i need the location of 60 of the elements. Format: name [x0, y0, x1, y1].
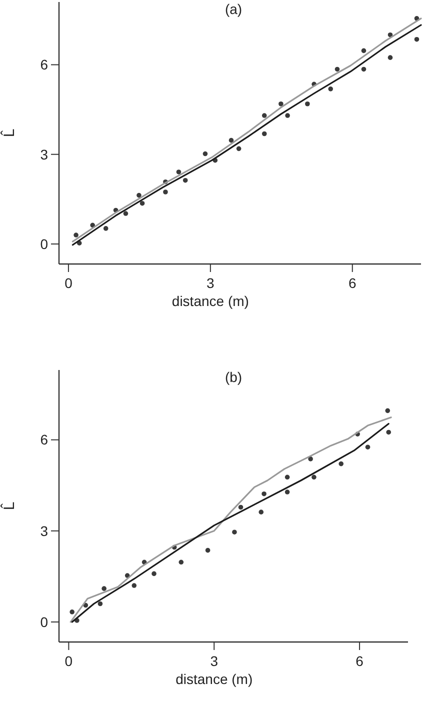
y-tick-label: 6	[40, 432, 48, 448]
point	[123, 211, 128, 216]
point	[228, 138, 234, 143]
x-tick-label: 6	[348, 275, 356, 291]
point	[136, 192, 142, 198]
point	[278, 101, 284, 106]
y-tick-label: 3	[40, 522, 48, 539]
point	[262, 113, 267, 118]
y-tick-label: 0	[40, 236, 48, 252]
point	[258, 510, 264, 514]
point	[90, 222, 95, 228]
point	[70, 610, 74, 614]
point	[365, 444, 370, 450]
x-tick-label: 0	[64, 275, 73, 291]
point	[182, 178, 188, 183]
point	[284, 490, 290, 494]
point	[284, 474, 290, 480]
point	[388, 55, 393, 60]
y-tick-label: 6	[40, 56, 48, 73]
y-axis-title: L̂	[0, 502, 18, 510]
point	[98, 601, 103, 606]
point	[178, 560, 184, 565]
point	[140, 200, 145, 206]
point	[232, 530, 237, 535]
point	[152, 571, 156, 576]
chart-title: (a)	[224, 1, 242, 17]
point	[176, 170, 182, 174]
point	[328, 86, 334, 92]
point	[361, 66, 366, 72]
x-tick-label: 6	[356, 653, 364, 669]
point	[361, 48, 366, 54]
point	[305, 101, 310, 106]
point	[102, 586, 106, 591]
point	[308, 456, 313, 462]
point	[312, 474, 316, 480]
point	[414, 36, 420, 42]
x-tick-label: 3	[210, 653, 218, 669]
point	[285, 113, 290, 118]
x-axis-title: distance (m)	[172, 293, 249, 309]
point	[132, 583, 137, 588]
x-tick-label: 0	[64, 653, 73, 669]
y-axis-title: L̂	[0, 128, 18, 138]
chart-title: (b)	[224, 369, 242, 385]
point	[238, 504, 244, 510]
point	[262, 131, 267, 136]
point	[334, 66, 340, 72]
point	[205, 548, 210, 553]
point	[262, 491, 266, 496]
point	[163, 190, 168, 194]
point	[338, 461, 344, 466]
point	[74, 232, 78, 238]
point	[385, 408, 390, 414]
y-tick-label: 3	[40, 146, 48, 162]
x-tick-label: 3	[206, 275, 215, 291]
y-tick-label: 0	[40, 614, 48, 630]
point	[103, 226, 108, 231]
x-axis-title: distance (m)	[176, 671, 253, 687]
point	[236, 146, 242, 152]
point	[386, 430, 392, 435]
point	[202, 151, 208, 156]
